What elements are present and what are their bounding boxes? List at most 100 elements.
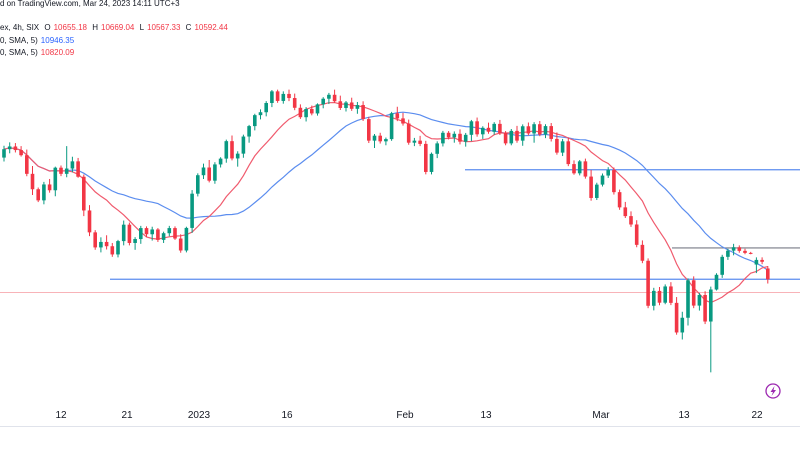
candle-body — [76, 161, 80, 177]
symbol-label: ex, 4h, SIX — [0, 23, 40, 32]
candle-body — [652, 290, 656, 306]
candle-body — [532, 124, 536, 134]
candle-body — [2, 149, 6, 158]
candle-body — [566, 141, 571, 165]
candle-body — [657, 290, 662, 303]
x-tick-12: 12 — [55, 410, 67, 421]
symbol-info: ex, 4h, SIX O 10655.18 H 10669.04 L 10567.3… — [0, 23, 231, 33]
candle-body — [30, 173, 35, 190]
candle-body — [367, 119, 371, 141]
x-tick-mar: Mar — [592, 410, 610, 421]
candle-body — [720, 256, 724, 275]
candle-body — [509, 130, 514, 144]
candle-body — [344, 102, 348, 108]
candle-body — [475, 121, 479, 135]
candle-body — [378, 135, 382, 142]
ohlc-open-value: 10655.18 — [53, 23, 87, 32]
candle-body — [361, 105, 365, 120]
candle-body — [235, 153, 240, 159]
candle-body — [19, 150, 23, 156]
candle-body — [315, 104, 320, 114]
candle-body — [321, 98, 325, 105]
candle-body — [104, 241, 109, 247]
sma-fast-label: 0, SMA, 5) — [0, 36, 38, 45]
candle-body — [395, 113, 400, 119]
candle-body — [25, 155, 29, 174]
candle-body — [372, 135, 377, 141]
candle-body — [150, 229, 154, 235]
candle-body — [36, 189, 40, 201]
candle-body — [275, 91, 280, 101]
candle-body — [224, 141, 229, 159]
candle-body — [543, 126, 548, 135]
candle-body — [412, 140, 417, 143]
candle-body — [429, 153, 434, 172]
candle-body — [156, 229, 160, 240]
candle-body — [178, 238, 183, 251]
candle-body — [13, 146, 18, 151]
candle-body — [498, 123, 502, 133]
candle-body — [99, 241, 103, 248]
candle-body — [766, 268, 770, 280]
candle-body — [213, 164, 217, 181]
candle-body — [452, 133, 457, 138]
candle-body — [298, 107, 303, 118]
candle-body — [640, 244, 645, 261]
candle-body — [600, 175, 605, 185]
candle-body — [133, 239, 137, 243]
candle-body — [463, 134, 468, 142]
candle-body — [583, 161, 588, 177]
candle-body — [526, 126, 531, 134]
candle-body — [173, 228, 177, 239]
candle-body — [144, 228, 149, 235]
candle-body — [110, 246, 115, 255]
sma-fast-line — [3, 101, 768, 304]
candle-body — [441, 132, 445, 144]
candle-body — [481, 127, 485, 135]
candle-body — [292, 98, 297, 108]
candle-body — [349, 102, 354, 109]
candle-body — [435, 143, 439, 154]
candle-body — [327, 94, 331, 99]
candle-body — [589, 176, 593, 198]
x-tick-22: 22 — [751, 410, 763, 421]
sma-slow-label: 0, SMA, 5) — [0, 48, 38, 57]
candle-body — [680, 317, 685, 333]
candle-body — [401, 118, 405, 124]
candle-body — [287, 93, 291, 99]
candle-body — [492, 123, 496, 132]
candle-body — [196, 175, 200, 194]
candle-body — [549, 126, 553, 139]
candle-body — [486, 127, 491, 132]
candle-body — [167, 228, 172, 234]
candle-body — [121, 224, 126, 242]
candle-body — [748, 252, 753, 254]
candle-body — [42, 184, 46, 201]
x-tick-16: 16 — [281, 410, 293, 421]
candle-body — [338, 101, 343, 108]
lightning-icon — [770, 386, 776, 396]
candle-body — [184, 227, 189, 251]
candle-body — [139, 228, 143, 240]
candle-body — [406, 123, 411, 143]
candle-body — [87, 210, 92, 233]
candle-body — [709, 289, 713, 322]
candle-body — [703, 294, 707, 322]
candle-body — [520, 126, 525, 141]
x-tick-13b: 13 — [678, 410, 690, 421]
candle-body — [686, 280, 690, 318]
candle-body — [218, 158, 223, 165]
candle-body — [241, 136, 246, 154]
candle-body — [389, 113, 394, 140]
candle-body — [201, 167, 206, 176]
candle-body — [253, 115, 257, 127]
candle-body — [555, 138, 559, 153]
candle-body — [310, 108, 314, 114]
sma-slow-value: 10820.09 — [40, 48, 75, 57]
candle-body — [538, 124, 542, 135]
candle-body — [424, 143, 428, 172]
candle-body — [754, 259, 759, 265]
candle-body — [515, 130, 519, 141]
candle-body — [264, 102, 268, 113]
